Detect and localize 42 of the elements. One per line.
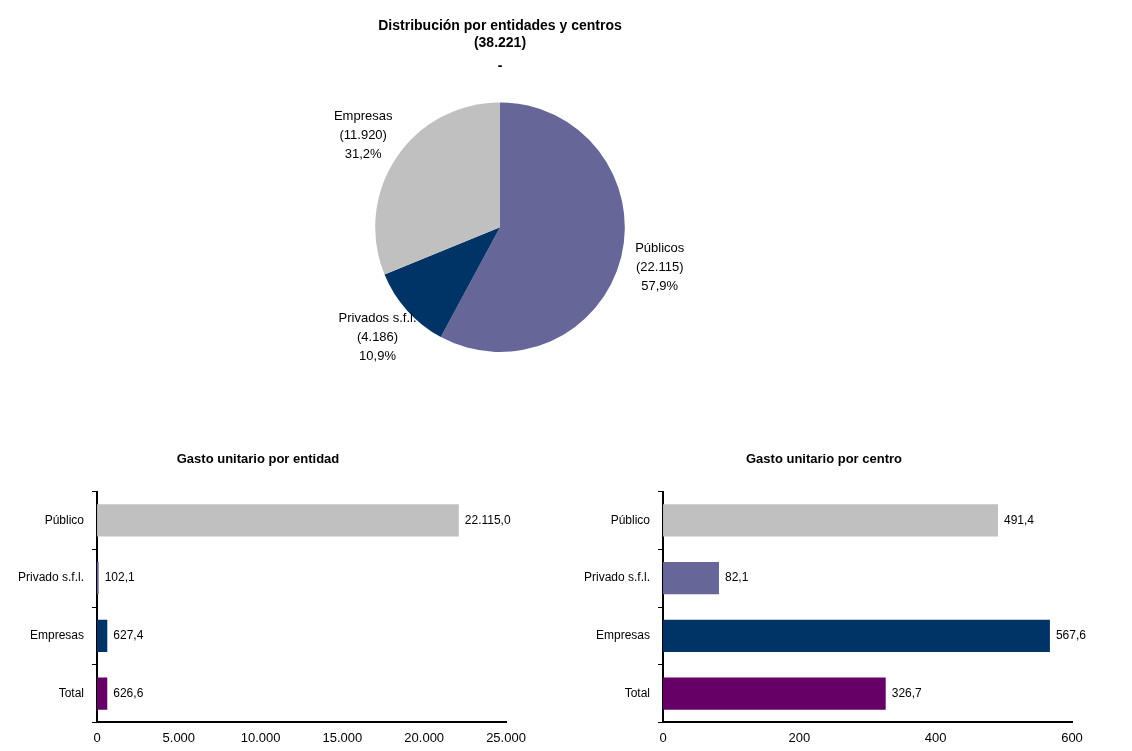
data-label: 102,1 [104, 570, 136, 585]
chart-title: Distribución por entidades y centros (38.221) [378, 17, 622, 51]
y-tick-label: Público [610, 512, 651, 527]
y-tick-label: Empresas [595, 628, 651, 643]
data-label: 326,7 [891, 685, 923, 700]
bar [663, 562, 719, 595]
data-label: 626,6 [113, 685, 144, 700]
chart-title: Gasto unitario por centro [745, 451, 903, 467]
x-tick-label: 20.000 [404, 729, 445, 745]
x-tick-label: 600 [1061, 729, 1083, 745]
y-tick-label: Empresas [29, 628, 85, 643]
data-label: 82,1 [724, 570, 749, 585]
x-tick-label: 0 [93, 729, 101, 745]
x-tick-label: 15.000 [322, 729, 363, 745]
x-tick-label: 400 [924, 729, 947, 745]
data-label: (11.920) 31,2% [339, 126, 387, 161]
x-tick-label: 10.000 [240, 729, 281, 745]
y-tick-label: Privado s.f.l. [17, 570, 85, 585]
x-tick-label: 25.000 [486, 729, 526, 745]
data-label: (22.115) 57,9% [636, 259, 684, 294]
y-tick-label: Privado s.f.l. [583, 570, 651, 585]
bar [663, 619, 1050, 652]
y-tick-label: Total [58, 685, 85, 700]
slice-label: Empresas [333, 107, 393, 123]
bar [97, 677, 108, 710]
x-tick-label: 0 [659, 729, 667, 745]
data-label: 22.115,0 [464, 512, 511, 527]
x-tick-label: 5.000 [162, 729, 196, 745]
chart-subtitle: - [497, 56, 503, 73]
data-label: 491,4 [1003, 512, 1035, 527]
bar [663, 504, 998, 537]
chart-title: Gasto unitario por entidad [176, 451, 340, 467]
x-tick-label: 200 [788, 729, 811, 745]
slice-label: Públicos [635, 240, 685, 256]
bar [663, 677, 886, 710]
data-label: 567,6 [1055, 628, 1087, 643]
y-tick-label: Público [44, 512, 85, 527]
y-tick-label: Total [624, 685, 651, 700]
bar [97, 504, 459, 537]
data-label: (4.186) 10,9% [356, 328, 399, 363]
data-label: 627,4 [113, 628, 144, 643]
slice-label: Privados s.f.l. [338, 309, 417, 325]
